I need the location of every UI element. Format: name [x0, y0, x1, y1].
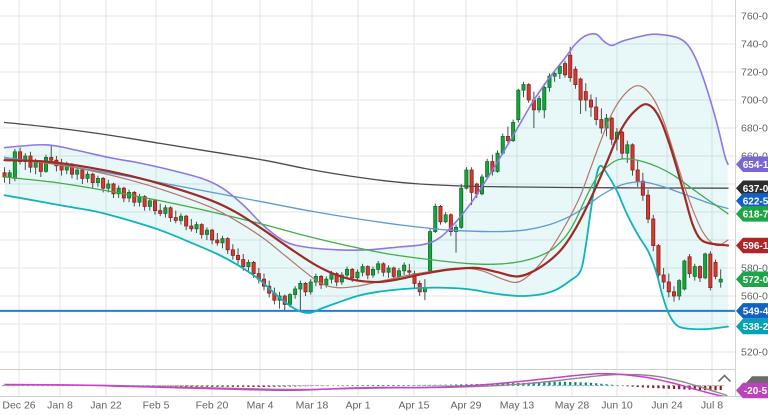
svg-text:622-5: 622-5: [743, 196, 768, 207]
candles: [2, 46, 723, 312]
indicator-badge: -20-5: [736, 382, 768, 399]
x-axis-label: Jan 8: [47, 400, 73, 412]
chevron-up-icon: [718, 374, 731, 382]
x-axis-label: Apr 15: [399, 400, 430, 412]
y-axis: 760-0740-0720-0700-0680-0660-0580-0560-0…: [741, 11, 768, 359]
y-axis-label: 680-0: [741, 123, 768, 135]
y-axis-label: 520-0: [741, 347, 768, 359]
x-axis-label: Jul 8: [701, 400, 723, 412]
svg-text:654-1: 654-1: [743, 160, 768, 171]
svg-text:549-4: 549-4: [743, 306, 768, 317]
x-axis-label: Jun 10: [601, 400, 633, 412]
lower-band-line: [3, 164, 729, 331]
ma-green-line: [3, 158, 729, 265]
price-badge-549-4: 549-4: [736, 303, 768, 319]
ma-blue-line: [3, 156, 729, 233]
x-axis-label: Apr 1: [345, 400, 370, 412]
price-badge-538-2: 538-2: [736, 318, 768, 335]
y-axis-label: 700-0: [741, 95, 768, 107]
price-badge-622-5: 622-5: [736, 193, 768, 209]
y-axis-label: 560-0: [741, 291, 768, 303]
svg-text:637-0: 637-0: [743, 184, 768, 195]
indicator-badges: -20-5: [736, 376, 768, 399]
upper-band-line: [3, 33, 729, 251]
indicator-panel: [0, 369, 768, 397]
panel-collapse-button[interactable]: [718, 374, 731, 382]
x-axis-label: May 13: [500, 400, 535, 412]
svg-text:572-0: 572-0: [743, 275, 768, 286]
x-axis-label: Feb 20: [196, 400, 229, 412]
ma-gray-line: [3, 121, 729, 189]
price-badge-637-0: 637-0: [736, 180, 768, 196]
x-axis-label: May 28: [555, 400, 590, 412]
y-axis-label: 740-0: [741, 39, 768, 51]
y-axis-label: 720-0: [741, 67, 768, 79]
x-axis-label: Apr 29: [451, 400, 482, 412]
y-axis-label: 760-0: [741, 11, 768, 23]
price-badge-596-1: 596-1: [736, 237, 768, 254]
svg-text:618-7: 618-7: [743, 209, 768, 220]
x-axis-label: Dec 26: [2, 400, 35, 412]
svg-text:-20-5: -20-5: [744, 386, 768, 397]
x-axis-label: Feb 5: [143, 400, 170, 412]
price-badge-618-7: 618-7: [736, 206, 768, 222]
x-axis-label: Mar 18: [296, 400, 329, 412]
svg-text:538-2: 538-2: [743, 322, 768, 333]
signal-line: [4, 373, 728, 396]
ma-dark-red-line: [3, 103, 730, 284]
x-axis-label: Jun 24: [651, 400, 683, 412]
svg-text:596-1: 596-1: [743, 241, 768, 252]
price-badge-654-1: 654-1: [736, 156, 768, 173]
x-axis-label: Mar 4: [247, 400, 274, 412]
macd-line: [4, 372, 726, 396]
x-axis-label: Jan 22: [90, 400, 122, 412]
price-badge-572-0: 572-0: [736, 271, 768, 287]
x-axis: Dec 26 Jan 8 Jan 22 Feb 5 Feb 20 Mar 4 Mar 18 A…: [2, 400, 723, 412]
